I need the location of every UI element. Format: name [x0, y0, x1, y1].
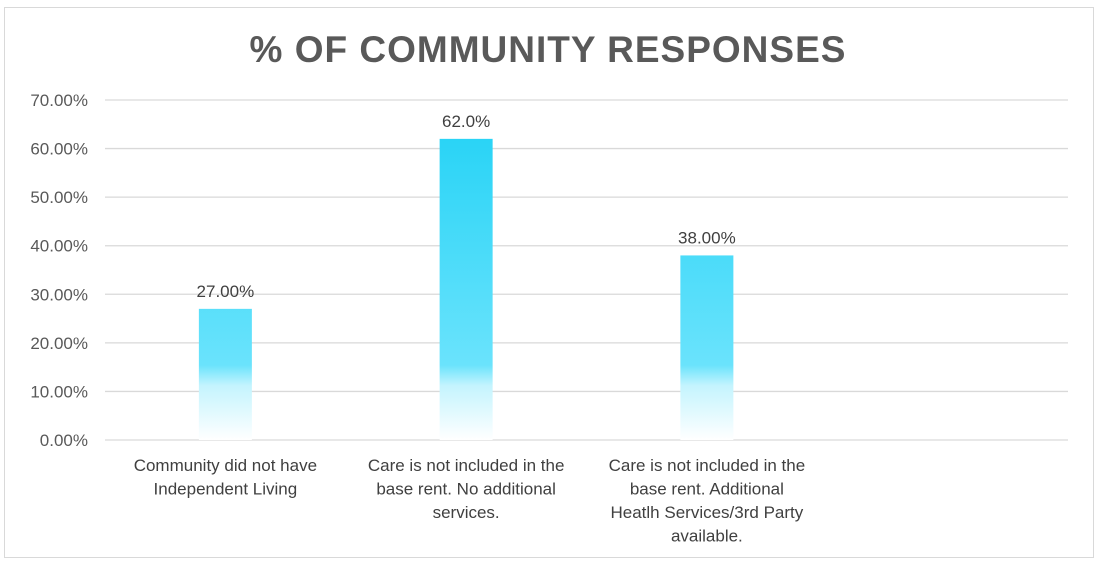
- y-tick-label: 20.00%: [30, 334, 88, 353]
- data-label: 62.0%: [442, 112, 490, 131]
- data-label: 27.00%: [197, 282, 255, 301]
- x-category-label: Independent Living: [154, 480, 298, 499]
- y-tick-label: 50.00%: [30, 188, 88, 207]
- y-tick-label: 30.00%: [30, 285, 88, 304]
- x-category-label: Community did not have: [134, 456, 317, 475]
- bar: [439, 138, 493, 440]
- bar: [680, 255, 734, 440]
- x-category-label: base rent. No additional: [376, 480, 556, 499]
- y-tick-label: 70.00%: [30, 91, 88, 110]
- chart-frame: [4, 7, 1094, 558]
- y-tick-label: 10.00%: [30, 382, 88, 401]
- y-tick-label: 60.00%: [30, 140, 88, 159]
- y-tick-label: 40.00%: [30, 237, 88, 256]
- data-label: 38.00%: [678, 228, 736, 247]
- x-category-label: Heatlh Services/3rd Party: [611, 503, 804, 522]
- chart-title: % OF COMMUNITY RESPONSES: [250, 29, 847, 70]
- bar: [198, 308, 252, 440]
- x-category-label: base rent. Additional: [630, 480, 784, 499]
- x-category-label: Care is not included in the: [609, 456, 806, 475]
- x-category-label: services.: [433, 503, 500, 522]
- x-category-label: Care is not included in the: [368, 456, 565, 475]
- x-category-label: available.: [671, 527, 743, 546]
- y-tick-label: 0.00%: [40, 431, 88, 450]
